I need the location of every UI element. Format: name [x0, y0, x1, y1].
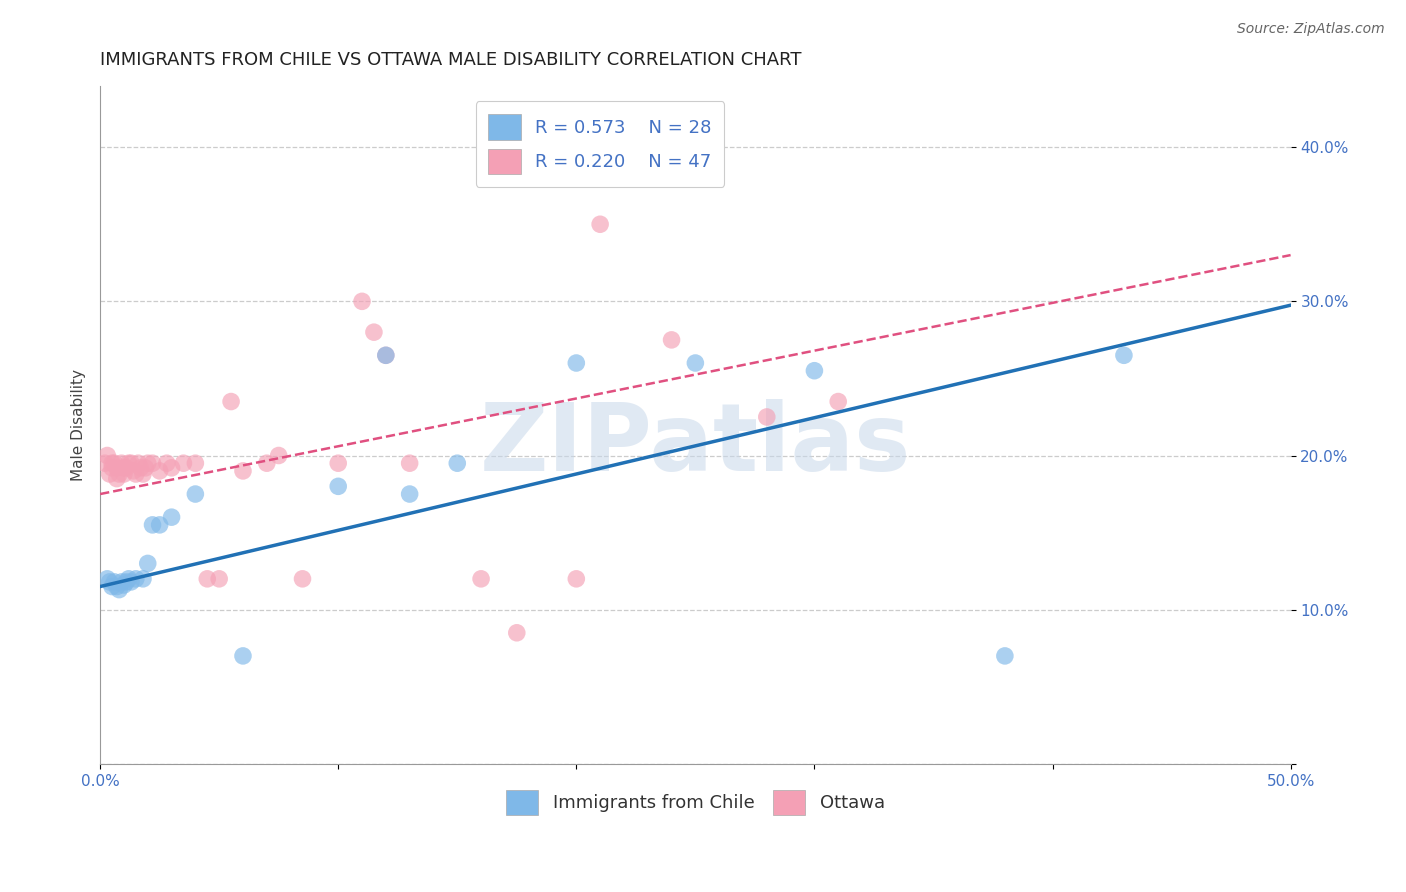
Point [112, 578, 135, 592]
Point [115, 460, 138, 475]
Legend: Immigrants from Chile, Ottawa: Immigrants from Chile, Ottawa [499, 782, 891, 822]
Point [398, 456, 420, 470]
Point [101, 456, 124, 470]
Point [256, 456, 278, 470]
Point [172, 456, 194, 470]
Point [350, 294, 373, 309]
Point [267, 449, 290, 463]
Text: Source: ZipAtlas.com: Source: ZipAtlas.com [1237, 22, 1385, 37]
Point [103, 456, 125, 470]
Point [149, 464, 172, 478]
Point [120, 456, 142, 470]
Point [141, 517, 163, 532]
Point [101, 460, 124, 475]
Point [160, 460, 183, 475]
Point [1112, 348, 1135, 362]
Point [110, 456, 132, 470]
Point [470, 572, 492, 586]
Point [136, 456, 159, 470]
Point [328, 456, 350, 470]
Point [328, 479, 350, 493]
Point [374, 348, 396, 362]
Point [112, 467, 135, 481]
Point [141, 456, 163, 470]
Point [110, 574, 132, 589]
Point [125, 467, 148, 481]
Point [103, 574, 125, 589]
Point [105, 460, 128, 475]
Point [101, 580, 124, 594]
Point [122, 464, 145, 478]
Point [94, 456, 117, 470]
Point [160, 510, 183, 524]
Point [291, 572, 314, 586]
Point [398, 487, 420, 501]
Point [112, 460, 135, 475]
Point [120, 574, 142, 589]
Text: IMMIGRANTS FROM CHILE VS OTTAWA MALE DISABILITY CORRELATION CHART: IMMIGRANTS FROM CHILE VS OTTAWA MALE DIS… [100, 51, 801, 69]
Point [803, 364, 825, 378]
Point [98, 467, 121, 481]
Point [661, 333, 683, 347]
Point [98, 574, 121, 589]
Point [134, 460, 156, 475]
Point [589, 217, 612, 231]
Point [208, 572, 231, 586]
Y-axis label: Male Disability: Male Disability [72, 368, 86, 481]
Point [136, 557, 159, 571]
Point [118, 572, 141, 586]
Point [149, 517, 172, 532]
Point [127, 456, 149, 470]
Point [115, 574, 138, 589]
Point [219, 394, 242, 409]
Point [827, 394, 849, 409]
Point [232, 464, 254, 478]
Point [108, 467, 131, 481]
Point [96, 572, 118, 586]
Point [184, 456, 207, 470]
Point [132, 467, 155, 481]
Point [132, 572, 155, 586]
Point [118, 456, 141, 470]
Point [565, 356, 588, 370]
Point [125, 572, 148, 586]
Point [195, 572, 218, 586]
Point [446, 456, 468, 470]
Point [129, 460, 152, 475]
Point [105, 472, 128, 486]
Point [994, 648, 1017, 663]
Point [374, 348, 396, 362]
Text: ZIPatlas: ZIPatlas [479, 399, 911, 491]
Point [184, 487, 207, 501]
Point [565, 572, 588, 586]
Point [363, 325, 385, 339]
Point [156, 456, 179, 470]
Point [232, 648, 254, 663]
Point [96, 449, 118, 463]
Point [685, 356, 707, 370]
Point [506, 625, 529, 640]
Point [105, 580, 128, 594]
Point [755, 409, 778, 424]
Point [108, 582, 131, 597]
